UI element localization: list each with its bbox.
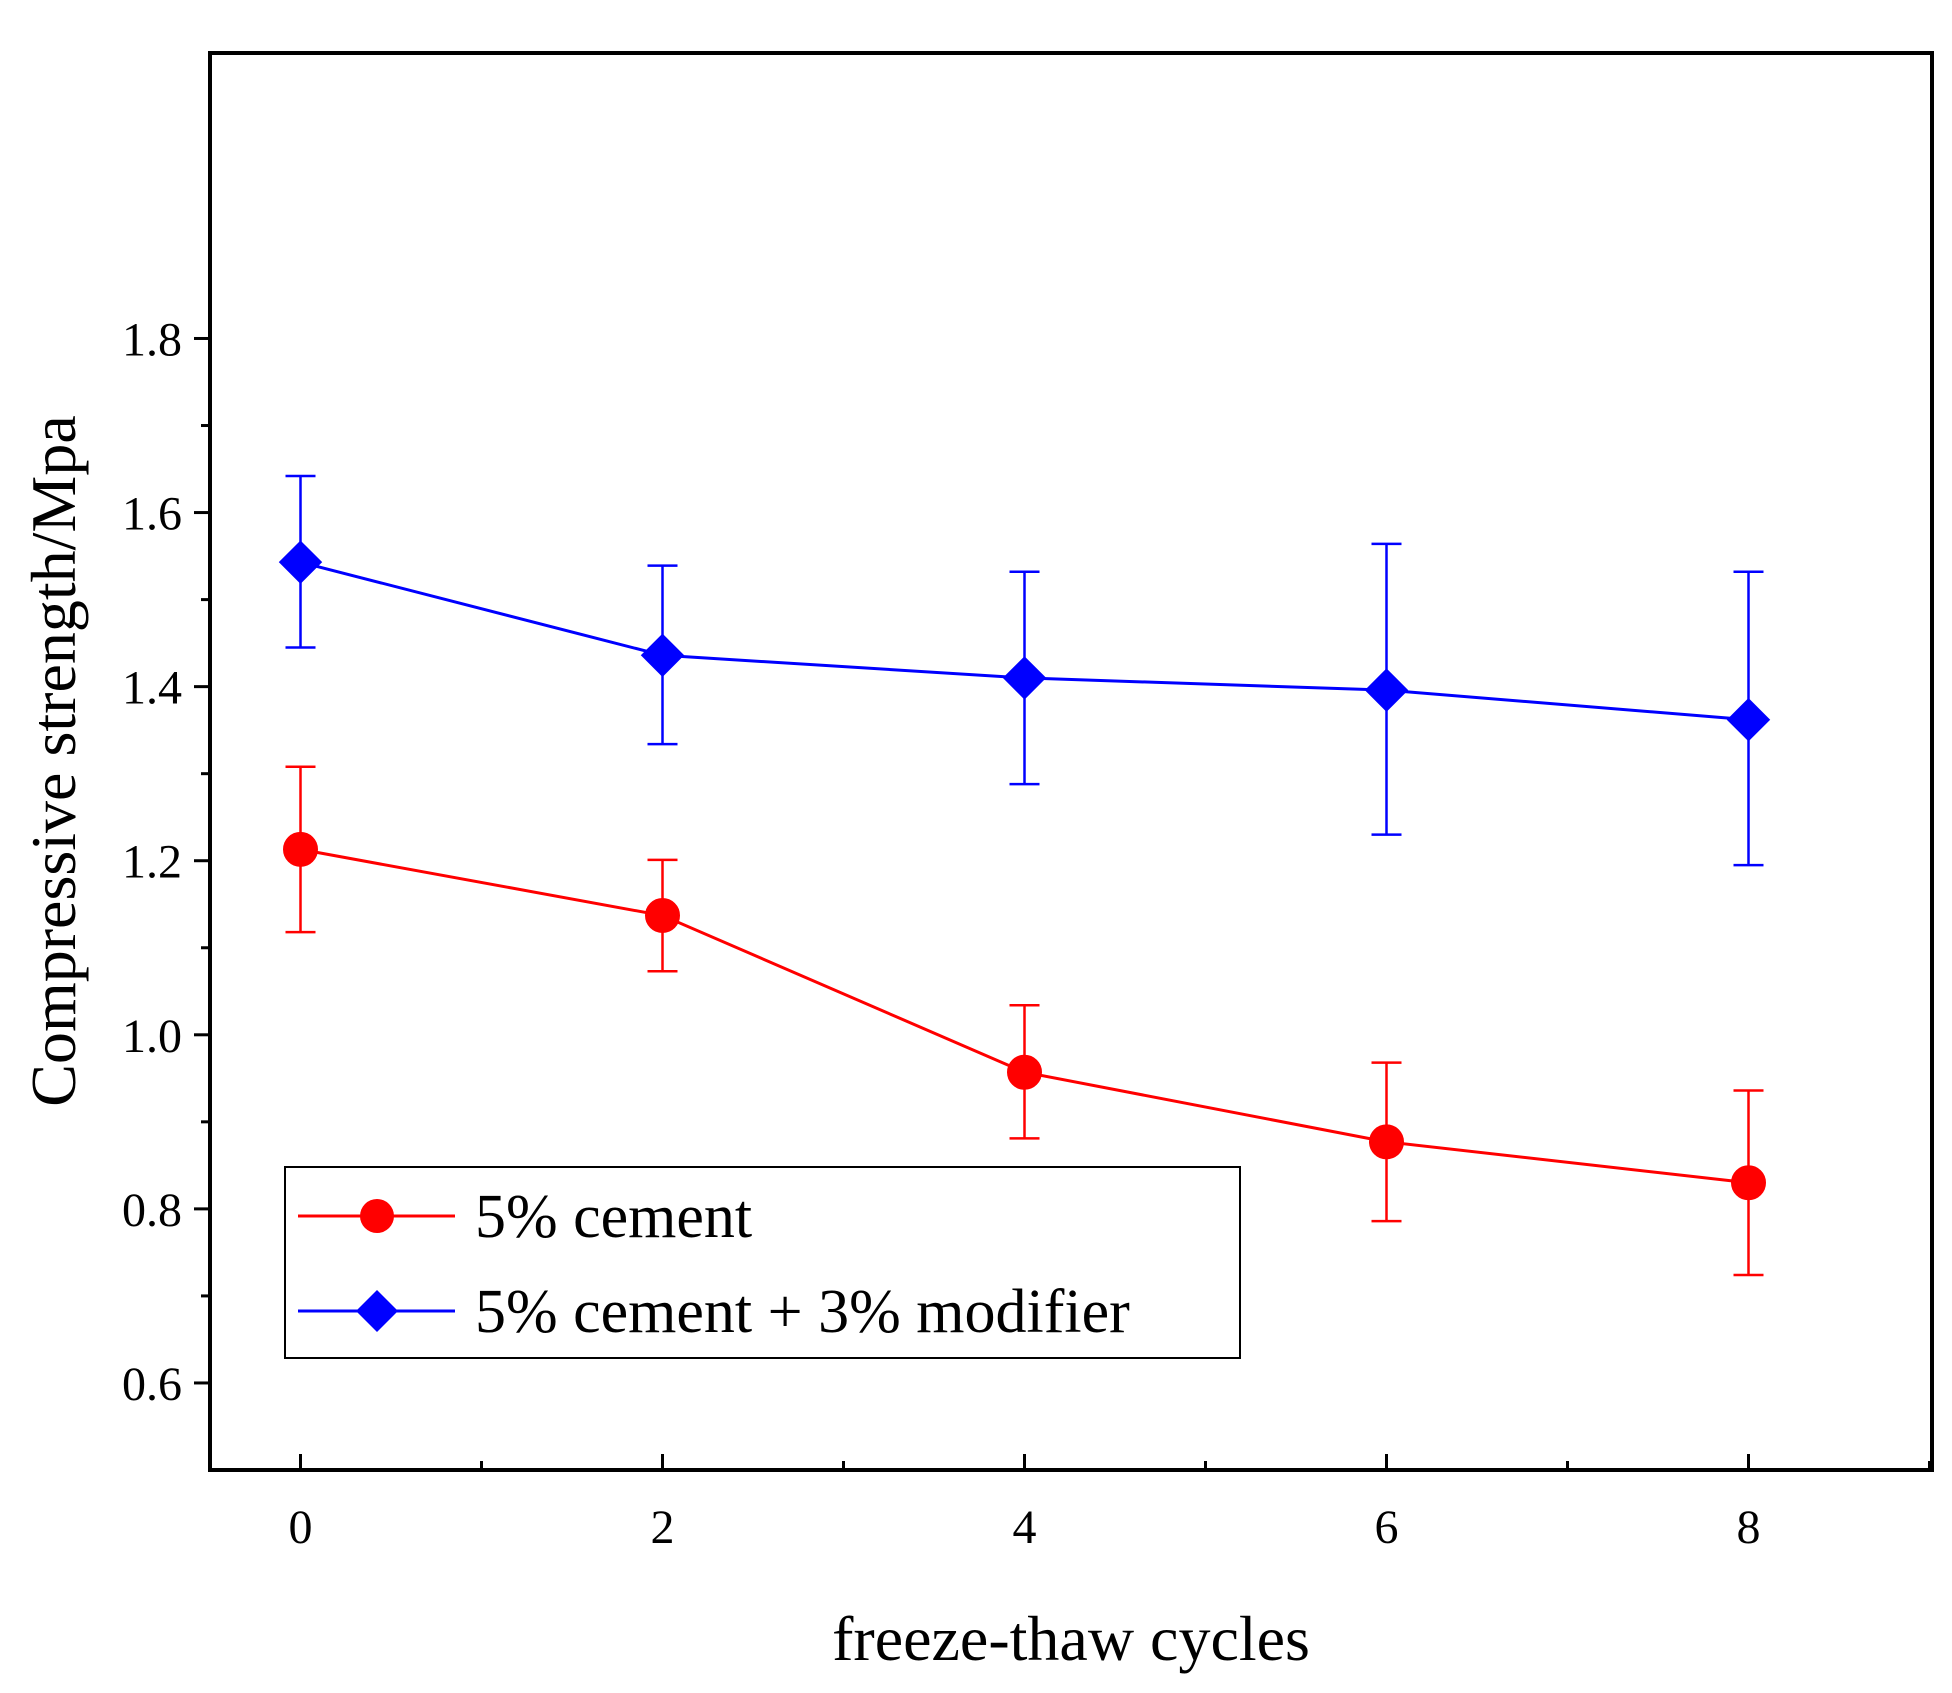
y-tick-label: 0.6 [122,1358,182,1411]
data-point [1726,698,1771,742]
x-tick-label: 2 [651,1501,675,1554]
legend-marker [356,1290,398,1332]
data-point [1369,1124,1404,1160]
data-point [1731,1165,1766,1201]
y-tick-label: 1.6 [122,488,182,541]
x-tick-label: 4 [1013,1501,1037,1554]
x-tick-label: 8 [1737,1501,1761,1554]
axis-ticks [194,336,1931,1470]
x-axis-title: freeze-thaw cycles [832,1603,1310,1674]
y-axis-title: Compressive strength/Mpa [18,415,89,1106]
legend-entry-1: 5% cement [298,1183,752,1251]
series-1 [283,765,1766,1277]
y-tick-label: 0.8 [122,1184,182,1237]
series-layer [278,474,1771,1277]
legend-label: 5% cement + 3% modifier [475,1278,1130,1346]
series-2 [278,474,1771,867]
data-point [1364,668,1409,712]
data-point [645,898,680,934]
data-point [640,633,685,678]
legend-marker [360,1199,394,1233]
data-point [278,540,323,584]
y-tick-label: 1.8 [122,313,182,366]
data-point [1002,656,1047,700]
legend-label: 5% cement [475,1183,752,1251]
x-tick-label: 0 [289,1501,313,1554]
axis-tick-labels: 0 2 4 6 8 0.6 0.8 1.0 1.2 1.4 1.6 1.8 [122,313,1761,1554]
x-tick-label: 6 [1375,1501,1399,1554]
y-tick-label: 1.4 [122,662,182,715]
legend-entry-2: 5% cement + 3% modifier [298,1278,1130,1346]
legend: 5% cement 5% cement + 3% modifier [284,1166,1241,1359]
data-point [1007,1054,1042,1090]
plot-frame [208,51,1934,1472]
y-tick-label: 1.2 [122,836,182,889]
y-tick-label: 1.0 [122,1010,182,1063]
legend-box [284,1166,1241,1359]
data-point [283,831,318,867]
